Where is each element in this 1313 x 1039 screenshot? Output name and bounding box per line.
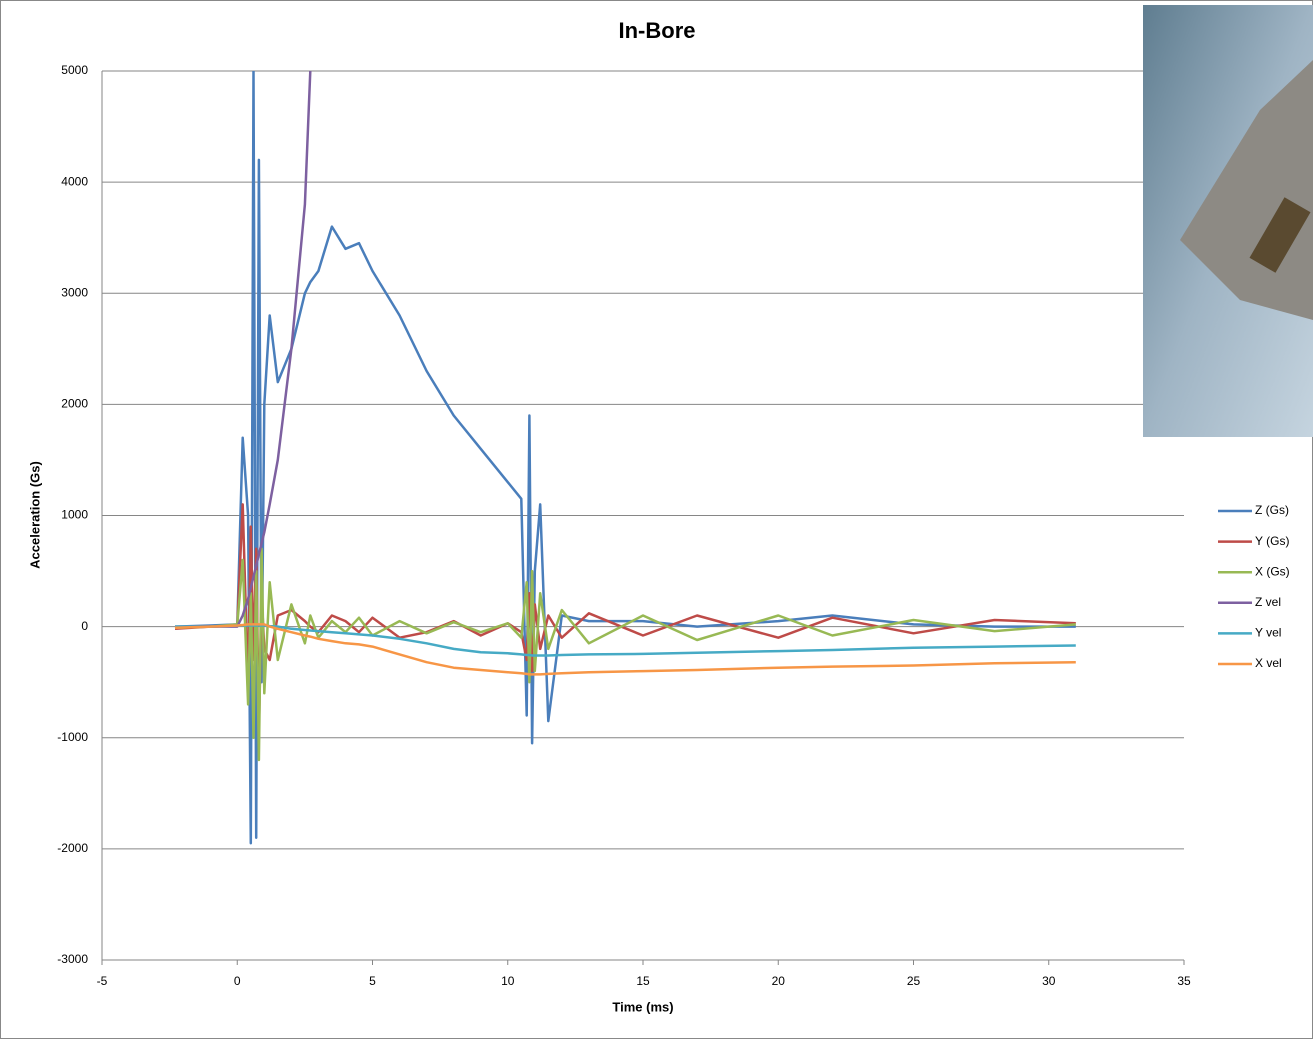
x-tick-label: 5 — [369, 974, 376, 988]
y-axis-label: Acceleration (Gs) — [27, 461, 42, 569]
y-tick-label: 0 — [81, 619, 88, 633]
legend-label: Z (Gs) — [1255, 503, 1289, 517]
x-tick-label: -5 — [97, 974, 108, 988]
x-tick-label: 25 — [907, 974, 921, 988]
legend-label: Y (Gs) — [1255, 534, 1289, 548]
y-tick-label: 2000 — [61, 397, 88, 411]
x-tick-label: 10 — [501, 974, 515, 988]
legend-label: X (Gs) — [1255, 564, 1290, 578]
legend-label: X vel — [1255, 656, 1282, 670]
x-tick-label: 15 — [636, 974, 650, 988]
page: In-Bore Time (ms) Acceleration (Gs) -300… — [0, 0, 1313, 1039]
x-tick-label: 30 — [1042, 974, 1056, 988]
y-tick-label: 5000 — [61, 63, 88, 77]
x-tick-label: 20 — [772, 974, 786, 988]
y-tick-label: -3000 — [57, 952, 88, 966]
chart-title: In-Bore — [619, 18, 696, 43]
legend-label: Y vel — [1255, 626, 1281, 640]
x-axis-label: Time (ms) — [612, 999, 673, 1014]
chart-border — [1, 1, 1313, 1039]
y-tick-label: 3000 — [61, 285, 88, 299]
y-tick-label: 1000 — [61, 508, 88, 522]
legend-label: Z vel — [1255, 595, 1281, 609]
photo — [1143, 5, 1313, 437]
y-tick-label: -1000 — [57, 730, 88, 744]
x-tick-label: 35 — [1177, 974, 1191, 988]
y-tick-label: 4000 — [61, 174, 88, 188]
chart: In-Bore Time (ms) Acceleration (Gs) -300… — [0, 0, 1313, 1039]
x-tick-label: 0 — [234, 974, 241, 988]
y-tick-label: -2000 — [57, 841, 88, 855]
